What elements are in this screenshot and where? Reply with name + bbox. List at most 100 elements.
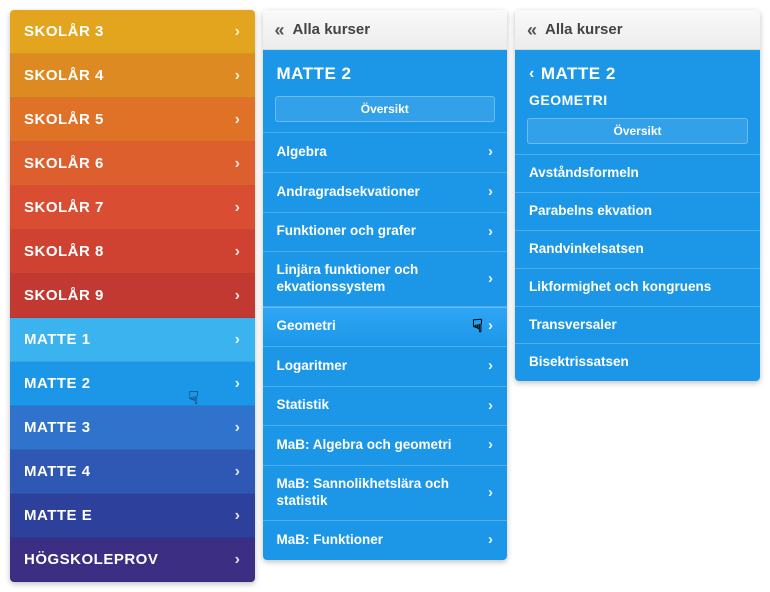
panel-header[interactable]: « Alla kurser	[263, 10, 508, 50]
chevron-right-icon: ›	[235, 507, 241, 525]
chevron-right-icon: ›	[488, 484, 493, 503]
course-item[interactable]: MATTE 4 ›	[10, 450, 255, 494]
topic-label: Andragradsekvationer	[277, 184, 420, 201]
subtopic-label: Avståndsformeln	[529, 165, 639, 182]
topic-label: Algebra	[277, 144, 327, 161]
chevron-right-icon: ›	[235, 551, 241, 569]
course-item[interactable]: HÖGSKOLEPROV ›	[10, 538, 255, 582]
header-title: Alla kurser	[545, 21, 623, 38]
subtopic-item[interactable]: Randvinkelsatsen	[515, 230, 760, 268]
topic-item[interactable]: Statistik ›	[263, 386, 508, 426]
subtopic-body: ‹ MATTE 2 GEOMETRI Översikt Avståndsform…	[515, 50, 760, 381]
course-label: MATTE 4	[24, 463, 91, 480]
chevron-right-icon: ›	[488, 357, 493, 376]
chevron-right-icon: ›	[488, 397, 493, 416]
topic-item[interactable]: Geometri › ☟	[263, 306, 508, 346]
topic-label: Geometri	[277, 318, 336, 335]
course-label: SKOLÅR 9	[24, 287, 104, 304]
course-item[interactable]: MATTE 3 ›	[10, 406, 255, 450]
chevron-right-icon: ›	[488, 317, 493, 336]
subtopic-label: Randvinkelsatsen	[529, 241, 644, 258]
course-item[interactable]: SKOLÅR 3 ›	[10, 10, 255, 54]
subtopic-label: Transversaler	[529, 317, 617, 334]
chevron-right-icon: ›	[488, 143, 493, 162]
subtopic-label: Bisektrissatsen	[529, 354, 629, 371]
parent-title-text: MATTE 2	[541, 64, 616, 84]
subtopic-item[interactable]: Avståndsformeln	[515, 154, 760, 192]
course-label: SKOLÅR 7	[24, 199, 104, 216]
course-item[interactable]: SKOLÅR 8›	[10, 230, 255, 274]
chevron-right-icon: ›	[235, 111, 241, 129]
topic-item[interactable]: MaB: Algebra och geometri ›	[263, 425, 508, 465]
topic-label: Statistik	[277, 397, 330, 414]
topic-item[interactable]: MaB: Funktioner ›	[263, 520, 508, 560]
topic-item[interactable]: Andragradsekvationer ›	[263, 172, 508, 212]
course-item[interactable]: SKOLÅR 6 ›	[10, 142, 255, 186]
chevron-right-icon: ›	[235, 155, 241, 173]
subtopic-label: Likformighet och kongruens	[529, 279, 711, 296]
chevron-right-icon: ›	[235, 419, 241, 437]
course-item[interactable]: SKOLÅR 4 ›	[10, 54, 255, 98]
chevron-right-icon: ›	[488, 436, 493, 455]
topic-label: MaB: Funktioner	[277, 532, 384, 549]
course-label: SKOLÅR 3	[24, 23, 104, 40]
back-icon[interactable]: «	[275, 21, 285, 39]
chevron-right-icon: ›	[488, 531, 493, 550]
subtopic-item[interactable]: Bisektrissatsen	[515, 343, 760, 381]
topic-label: Linjära funktioner och ekvationssystem	[277, 262, 467, 296]
topic-label: MaB: Sannolikhetslära och statistik	[277, 476, 467, 510]
topic-body: MATTE 2 Översikt Algebra›Andragradsekvat…	[263, 50, 508, 560]
course-item[interactable]: SKOLÅR 5 ›	[10, 98, 255, 142]
course-label: SKOLÅR 5	[24, 111, 104, 128]
cursor-icon: ☟	[472, 315, 483, 338]
topic-item[interactable]: Linjära funktioner och ekvationssystem ›	[263, 251, 508, 306]
topic-label: MaB: Algebra och geometri	[277, 437, 452, 454]
chevron-right-icon: ›	[235, 375, 241, 393]
subtopic-list-panel: « Alla kurser ‹ MATTE 2 GEOMETRI Översik…	[515, 10, 760, 381]
course-label: SKOLÅR 4	[24, 67, 104, 84]
course-label: HÖGSKOLEPROV	[24, 551, 158, 568]
course-title: MATTE 2	[263, 50, 508, 92]
topic-item[interactable]: Logaritmer ›	[263, 346, 508, 386]
topic-items: Algebra › Andragradsekvationer › Funktioner …	[263, 132, 508, 560]
chevron-right-icon: ›	[488, 183, 493, 202]
course-label: MATTE E	[24, 507, 92, 524]
course-item[interactable]: SKOLÅR 9 ›	[10, 274, 255, 318]
subtopic-label: Parabelns ekvation	[529, 203, 652, 220]
chevron-right-icon: ›	[235, 331, 241, 349]
course-item[interactable]: MATTE E ›	[10, 494, 255, 538]
course-item[interactable]: SKOLÅR 7 ›	[10, 186, 255, 230]
topic-item[interactable]: MaB: Sannolikhetslära och statistik ›	[263, 465, 508, 520]
topic-item[interactable]: Algebra ›	[263, 132, 508, 172]
subtopic-item[interactable]: Likformighet och kongruens	[515, 268, 760, 306]
overview-button[interactable]: Översikt	[527, 118, 748, 144]
chevron-right-icon: ›	[235, 287, 241, 305]
panel-header[interactable]: « Alla kurser	[515, 10, 760, 50]
course-label: MATTE 3	[24, 419, 91, 436]
course-item[interactable]: MATTE 1 ›	[10, 318, 255, 362]
topic-item[interactable]: Funktioner och grafer›	[263, 212, 508, 252]
chevron-right-icon: ›	[235, 67, 241, 85]
topic-label: Logaritmer	[277, 358, 348, 375]
overview-button[interactable]: Översikt	[275, 96, 496, 122]
course-title-text: MATTE 2	[277, 64, 352, 84]
subtopic-items: Avståndsformeln Parabelns ekvation Randvin…	[515, 154, 760, 381]
back-icon[interactable]: «	[527, 21, 537, 39]
chevron-right-icon: ›	[488, 270, 493, 289]
chevron-right-icon: ›	[235, 463, 241, 481]
course-list-panel: SKOLÅR 3›SKOLÅR 4›SKOLÅR 5›SKOLÅR 6›SKOL…	[10, 10, 255, 582]
section-subhead: GEOMETRI	[515, 92, 760, 114]
subtopic-item[interactable]: Parabelns ekvation	[515, 192, 760, 230]
course-label: MATTE 1	[24, 331, 91, 348]
topic-list-panel: « Alla kurser MATTE 2 Översikt Algebra›A…	[263, 10, 508, 560]
header-title: Alla kurser	[293, 21, 371, 38]
chevron-left-icon: ‹	[529, 65, 535, 83]
chevron-right-icon: ›	[235, 199, 241, 217]
subtopic-item[interactable]: Transversaler	[515, 306, 760, 344]
course-label: SKOLÅR 8	[24, 243, 104, 260]
parent-link[interactable]: ‹ MATTE 2	[515, 50, 760, 92]
chevron-right-icon: ›	[235, 23, 241, 41]
course-label: SKOLÅR 6	[24, 155, 104, 172]
course-label: MATTE 2	[24, 375, 91, 392]
course-item[interactable]: MATTE 2 ›	[10, 362, 255, 406]
